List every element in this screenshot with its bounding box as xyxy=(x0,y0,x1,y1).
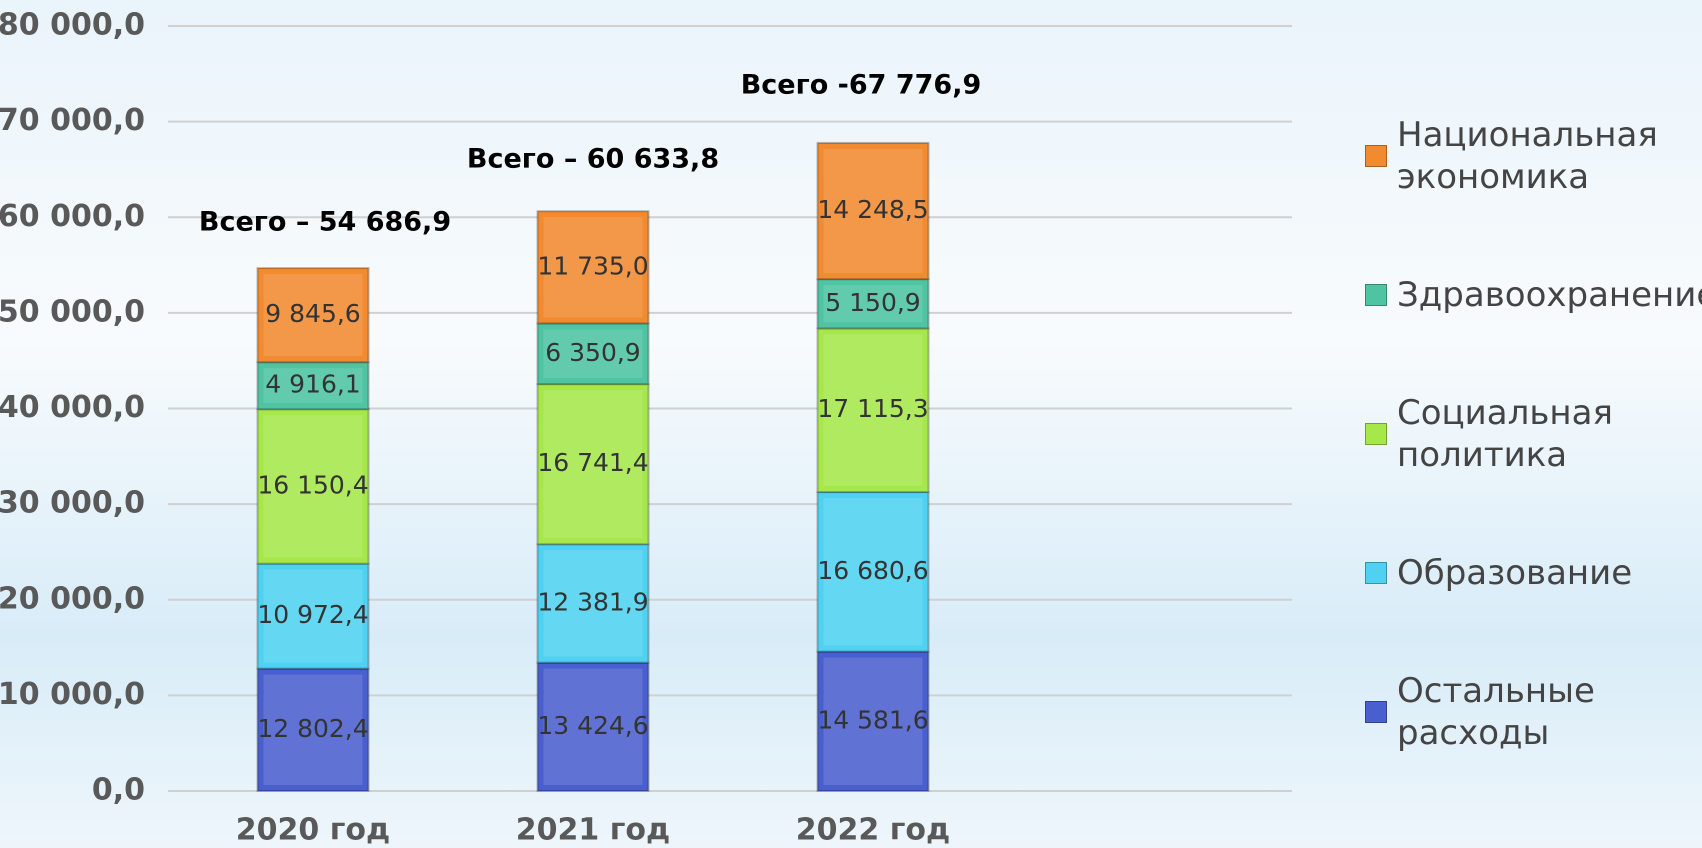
value-label: 5 150,9 xyxy=(825,288,920,317)
bar-bevel xyxy=(823,148,923,274)
value-label: 6 350,9 xyxy=(545,338,640,367)
bar-bevel xyxy=(263,569,363,663)
y-tick-label: 70 000,0 xyxy=(0,103,145,138)
value-label: 17 115,3 xyxy=(817,394,928,423)
bar-bevel xyxy=(543,668,643,785)
bar-segment xyxy=(816,650,930,793)
y-tick-label: 40 000,0 xyxy=(0,390,145,425)
y-tick-label: 0,0 xyxy=(92,773,145,808)
x-tick-label: 2020 год xyxy=(236,813,390,848)
bar-segment xyxy=(536,543,650,664)
total-annotation: Всего -67 776,9 xyxy=(741,69,982,100)
value-label: 13 424,6 xyxy=(537,711,648,740)
value-label: 12 381,9 xyxy=(537,587,648,616)
total-annotation: Всего – 60 633,8 xyxy=(467,144,719,175)
y-tick-label: 50 000,0 xyxy=(0,294,145,329)
bar-bevel xyxy=(543,217,643,318)
legend-marker xyxy=(1365,562,1387,584)
legend-label: Здравоохранение xyxy=(1397,275,1702,315)
bar-segment xyxy=(256,267,370,364)
legend-marker xyxy=(1365,284,1387,306)
bar-segment xyxy=(256,667,370,792)
bar-segment xyxy=(256,562,370,670)
legend-entry: Здравоохранение xyxy=(1365,253,1702,337)
bar-segment xyxy=(816,327,930,494)
value-label: 9 845,6 xyxy=(265,299,360,328)
value-label: 14 581,6 xyxy=(817,705,928,734)
bar-segment xyxy=(816,278,930,330)
legend-label: Национальная экономика xyxy=(1397,115,1658,197)
x-tick-label: 2022 год xyxy=(796,813,950,848)
x-tick-label: 2021 год xyxy=(516,813,670,848)
value-label: 16 150,4 xyxy=(257,470,368,499)
bar-bevel xyxy=(543,390,643,539)
bar-bevel xyxy=(823,285,923,323)
value-label: 11 735,0 xyxy=(537,251,648,280)
bar-bevel xyxy=(263,368,363,404)
bar-segment xyxy=(536,210,650,325)
legend-entry: Социальная политика xyxy=(1365,392,1695,476)
legend-entry: Остальные расходы xyxy=(1365,670,1695,754)
bar-segment xyxy=(816,491,930,653)
y-tick-label: 30 000,0 xyxy=(0,486,145,521)
value-label: 4 916,1 xyxy=(265,370,360,399)
bar-segment xyxy=(816,141,930,281)
value-label: 12 802,4 xyxy=(257,714,368,743)
bar-bevel xyxy=(543,550,643,657)
y-tick-label: 10 000,0 xyxy=(0,677,145,712)
y-tick-label: 20 000,0 xyxy=(0,581,145,616)
bar-segment xyxy=(256,408,370,565)
legend-entry: Образование xyxy=(1365,531,1695,615)
y-tick-label: 60 000,0 xyxy=(0,199,145,234)
bar-bevel xyxy=(263,674,363,785)
y-tick-label: 80 000,0 xyxy=(0,8,145,43)
value-label: 16 680,6 xyxy=(817,556,928,585)
legend-marker xyxy=(1365,701,1387,723)
bar-bevel xyxy=(823,334,923,487)
legend-marker xyxy=(1365,145,1387,167)
legend-label: Образование xyxy=(1397,553,1633,593)
bar-segment xyxy=(536,322,650,386)
bar-bevel xyxy=(543,329,643,379)
legend-marker xyxy=(1365,423,1387,445)
bar-bevel xyxy=(823,657,923,785)
bar-segment xyxy=(536,661,650,792)
bar-bevel xyxy=(263,274,363,357)
bar-bevel xyxy=(823,498,923,646)
bar-segment xyxy=(256,361,370,411)
bar-segment xyxy=(536,383,650,546)
total-annotation: Всего – 54 686,9 xyxy=(199,207,451,238)
legend-label: Остальные расходы xyxy=(1397,671,1595,753)
legend-label: Социальная политика xyxy=(1397,393,1613,475)
legend-entry: Национальная экономика xyxy=(1365,114,1695,198)
value-label: 16 741,4 xyxy=(537,448,648,477)
bar-bevel xyxy=(263,415,363,558)
value-label: 10 972,4 xyxy=(257,600,368,629)
value-label: 14 248,5 xyxy=(817,195,928,224)
